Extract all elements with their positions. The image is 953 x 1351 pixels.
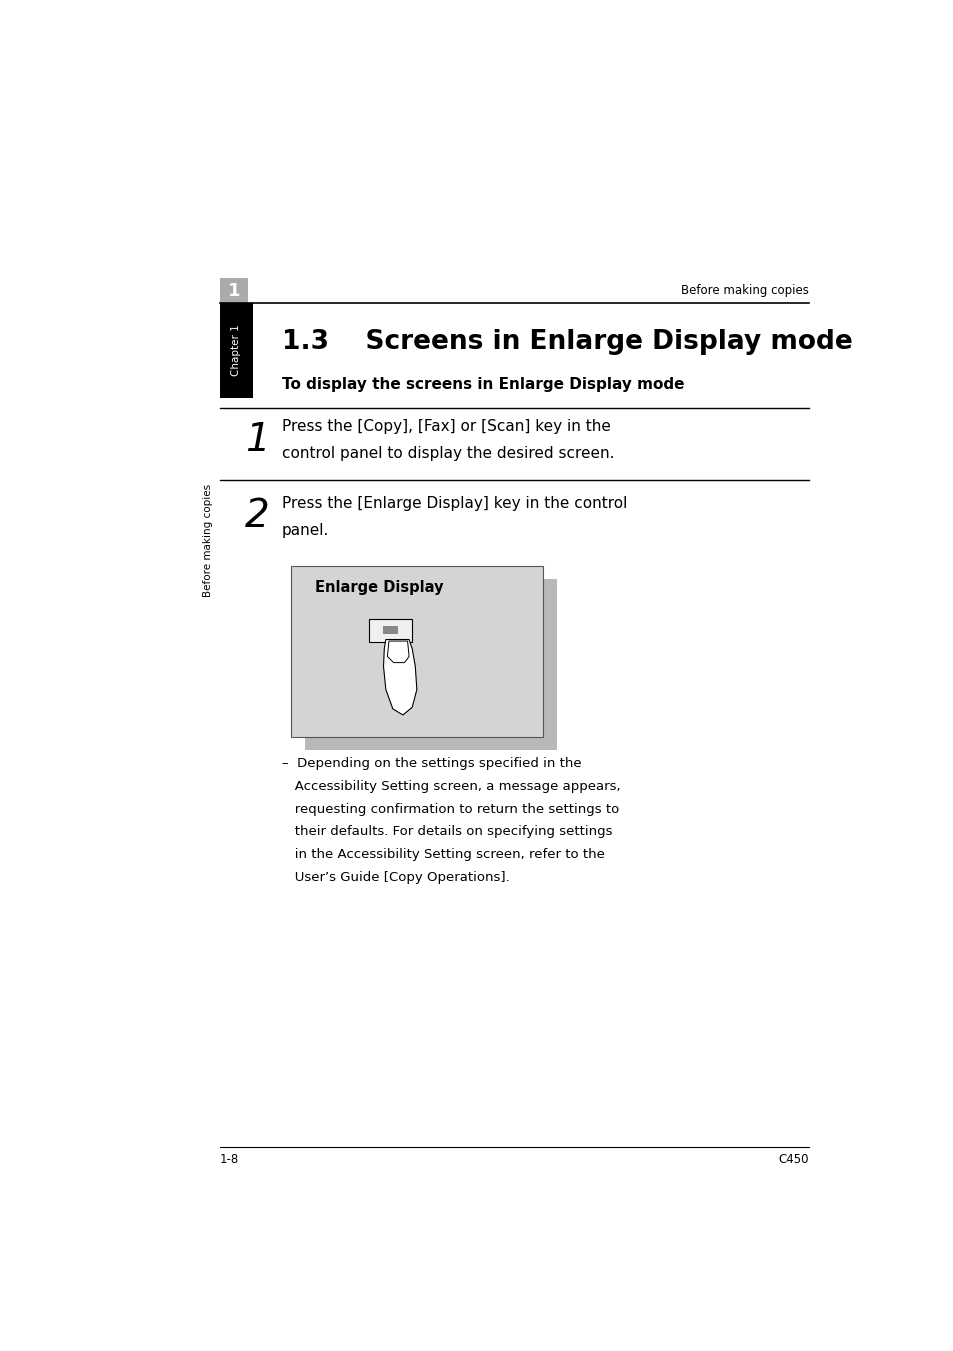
Bar: [220, 278, 248, 303]
Text: control panel to display the desired screen.: control panel to display the desired scr…: [282, 446, 614, 462]
Text: their defaults. For details on specifying settings: their defaults. For details on specifyin…: [282, 825, 612, 839]
Text: Before making copies: Before making copies: [680, 284, 808, 297]
Text: User’s Guide [Copy Operations].: User’s Guide [Copy Operations].: [282, 871, 509, 884]
Bar: [382, 627, 397, 634]
Text: C450: C450: [778, 1154, 808, 1166]
Text: Press the [Copy], [Fax] or [Scan] key in the: Press the [Copy], [Fax] or [Scan] key in…: [282, 419, 610, 434]
Bar: [220, 303, 253, 397]
Text: 2: 2: [245, 497, 270, 535]
Bar: [291, 566, 542, 736]
Text: panel.: panel.: [282, 523, 329, 539]
Text: Before making copies: Before making copies: [203, 484, 213, 597]
Text: Enlarge Display: Enlarge Display: [314, 580, 442, 594]
Text: 1: 1: [228, 282, 240, 300]
Text: in the Accessibility Setting screen, refer to the: in the Accessibility Setting screen, ref…: [282, 848, 604, 861]
Text: –  Depending on the settings specified in the: – Depending on the settings specified in…: [282, 758, 581, 770]
Text: To display the screens in Enlarge Display mode: To display the screens in Enlarge Displa…: [282, 377, 684, 392]
Text: Chapter 1: Chapter 1: [231, 324, 241, 377]
Text: 1.3    Screens in Enlarge Display mode: 1.3 Screens in Enlarge Display mode: [282, 330, 852, 355]
Text: 1: 1: [245, 422, 270, 459]
Bar: [369, 619, 412, 642]
Bar: [305, 580, 557, 750]
Text: Press the [Enlarge Display] key in the control: Press the [Enlarge Display] key in the c…: [282, 496, 627, 511]
Text: requesting confirmation to return the settings to: requesting confirmation to return the se…: [282, 802, 618, 816]
Polygon shape: [383, 639, 416, 715]
Polygon shape: [387, 642, 409, 662]
Text: 1-8: 1-8: [220, 1154, 239, 1166]
Text: Accessibility Setting screen, a message appears,: Accessibility Setting screen, a message …: [282, 780, 620, 793]
